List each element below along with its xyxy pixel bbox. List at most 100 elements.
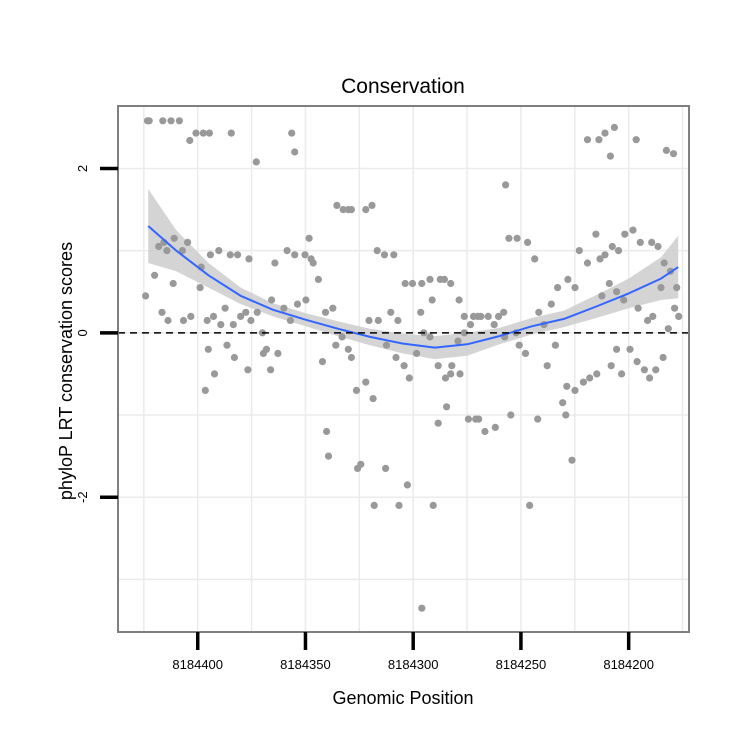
data-point (268, 296, 276, 304)
data-point (673, 284, 681, 292)
data-point (267, 366, 275, 374)
data-point (418, 604, 426, 612)
data-point (460, 329, 468, 337)
data-point (636, 238, 644, 246)
data-point (662, 146, 671, 154)
data-point (507, 411, 515, 419)
data-point (362, 206, 370, 214)
data-point (579, 378, 588, 386)
data-point (531, 255, 539, 263)
data-point (469, 312, 478, 320)
data-point (395, 501, 403, 509)
data-point (460, 312, 468, 320)
data-point (640, 366, 649, 374)
data-point (301, 251, 309, 259)
data-point (244, 366, 252, 374)
data-point (401, 279, 409, 288)
x-tick-label: 8184200 (603, 657, 654, 672)
data-point (629, 226, 637, 234)
data-point (644, 316, 652, 325)
data-point (607, 362, 615, 370)
data-point (169, 279, 177, 288)
data-point (229, 321, 237, 329)
data-point (534, 415, 542, 423)
data-point (362, 378, 370, 386)
data-point (382, 464, 390, 472)
data-point (227, 129, 235, 137)
data-point (347, 353, 355, 362)
data-point (252, 158, 260, 166)
data-point (601, 129, 609, 137)
data-point (280, 304, 288, 312)
x-axis: 8184400 8184350 8184300 8184250 8184200 (172, 632, 654, 672)
data-points (142, 117, 683, 612)
data-point (369, 395, 377, 403)
y-tick-label: 2 (75, 165, 90, 172)
data-point (400, 362, 408, 370)
data-point (170, 234, 178, 242)
data-point (595, 136, 603, 144)
data-point (434, 419, 442, 427)
data-point (494, 312, 503, 320)
data-point (428, 296, 436, 304)
data-point (413, 349, 421, 357)
data-point (586, 374, 594, 382)
data-point (159, 117, 167, 125)
data-point (675, 312, 683, 320)
data-point (649, 312, 657, 320)
data-point (515, 341, 523, 349)
y-axis-title: phyloP LRT conservation scores (56, 242, 76, 500)
chart-title: Conservation (341, 75, 465, 98)
data-point (196, 284, 204, 292)
data-point (613, 345, 621, 353)
data-point (338, 333, 346, 341)
data-point (390, 251, 398, 259)
data-point (332, 341, 340, 349)
data-point (652, 366, 660, 374)
data-point (329, 304, 337, 312)
data-point (307, 255, 315, 263)
data-point (559, 399, 567, 407)
data-point (660, 259, 668, 267)
data-point (178, 247, 186, 255)
data-point (321, 308, 330, 316)
data-point (543, 362, 551, 370)
data-point (175, 117, 183, 125)
data-point (339, 206, 347, 214)
data-point (466, 321, 475, 329)
data-point (217, 321, 225, 329)
data-point (234, 251, 242, 259)
data-point (209, 312, 218, 320)
data-point (210, 370, 219, 378)
data-point (598, 292, 606, 300)
data-point (571, 386, 579, 394)
data-point (283, 247, 291, 255)
data-point (142, 292, 150, 300)
data-point (632, 136, 640, 144)
data-point (621, 230, 629, 238)
data-point (583, 136, 592, 144)
data-point (440, 275, 448, 283)
data-point (475, 415, 483, 423)
data-point (344, 345, 352, 353)
data-point (370, 501, 378, 509)
smooth-trend-line (147, 225, 679, 349)
data-point (657, 284, 665, 292)
data-point (426, 275, 434, 283)
data-point (547, 300, 555, 308)
data-point (502, 181, 510, 189)
data-point (447, 279, 455, 288)
data-point (441, 374, 450, 382)
data-point (286, 316, 294, 325)
x-tick-label: 8184300 (388, 657, 439, 672)
data-point (568, 456, 576, 464)
data-point (563, 382, 571, 390)
data-point (592, 230, 600, 238)
data-point (179, 316, 188, 325)
data-point (634, 304, 642, 312)
data-point (199, 129, 207, 137)
data-point (314, 275, 322, 283)
data-point (158, 308, 166, 316)
data-point (513, 234, 521, 242)
